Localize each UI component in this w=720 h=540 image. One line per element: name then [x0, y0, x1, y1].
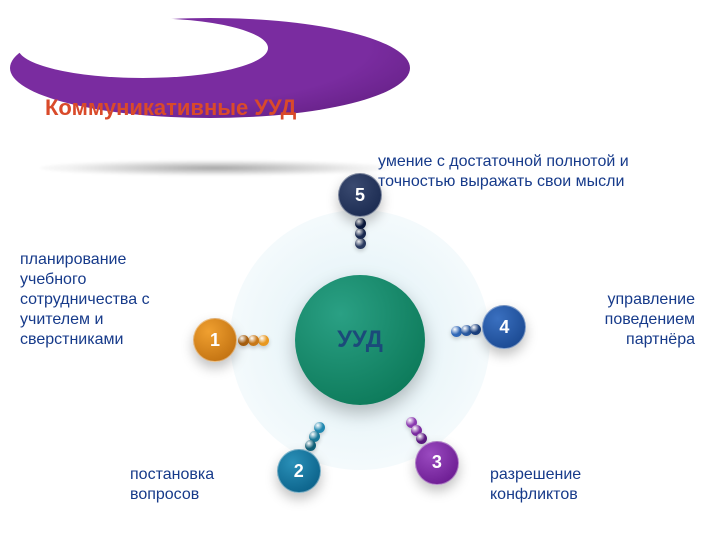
page-title: Коммуникативные УУД	[45, 95, 296, 121]
spoke-dot	[355, 218, 366, 229]
node-5: 5	[338, 173, 382, 217]
spoke-dot	[416, 433, 427, 444]
spoke-dot	[355, 238, 366, 249]
spoke-dot	[248, 335, 259, 346]
spoke-dot	[470, 324, 481, 335]
node-label-4: управление поведением партнёра	[555, 290, 695, 350]
node-label-1: планирование учебного сотрудничества с у…	[20, 250, 190, 350]
spoke-dot	[355, 228, 366, 239]
node-label-2: постановка вопросов	[130, 465, 250, 505]
node-label-5: умение с достаточной полнотой и точность…	[378, 152, 698, 192]
node-1: 1	[193, 318, 237, 362]
node-label-3: разрешение конфликтов	[490, 465, 630, 505]
spoke-dot	[258, 335, 269, 346]
node-4: 4	[482, 305, 526, 349]
node-2: 2	[277, 449, 321, 493]
header-inner-ellipse	[18, 18, 268, 78]
node-3: 3	[415, 441, 459, 485]
spoke-dot	[305, 440, 316, 451]
spoke-dot	[238, 335, 249, 346]
